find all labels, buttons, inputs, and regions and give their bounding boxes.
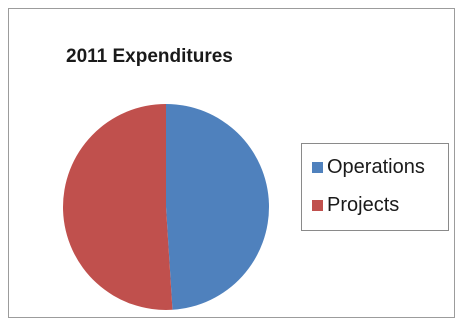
chart-title: 2011 Expenditures — [66, 46, 233, 67]
pie-slice-projects — [62, 104, 173, 311]
legend-swatch-projects — [312, 199, 323, 211]
legend-swatch-operations — [312, 161, 323, 173]
legend-item-operations: Operations — [312, 154, 425, 180]
legend-label-operations: Operations — [327, 155, 425, 178]
legend: Operations Projects — [301, 143, 449, 231]
legend-item-projects: Projects — [312, 192, 399, 218]
legend-label-projects: Projects — [327, 193, 400, 216]
pie-slice-operations — [166, 104, 269, 310]
